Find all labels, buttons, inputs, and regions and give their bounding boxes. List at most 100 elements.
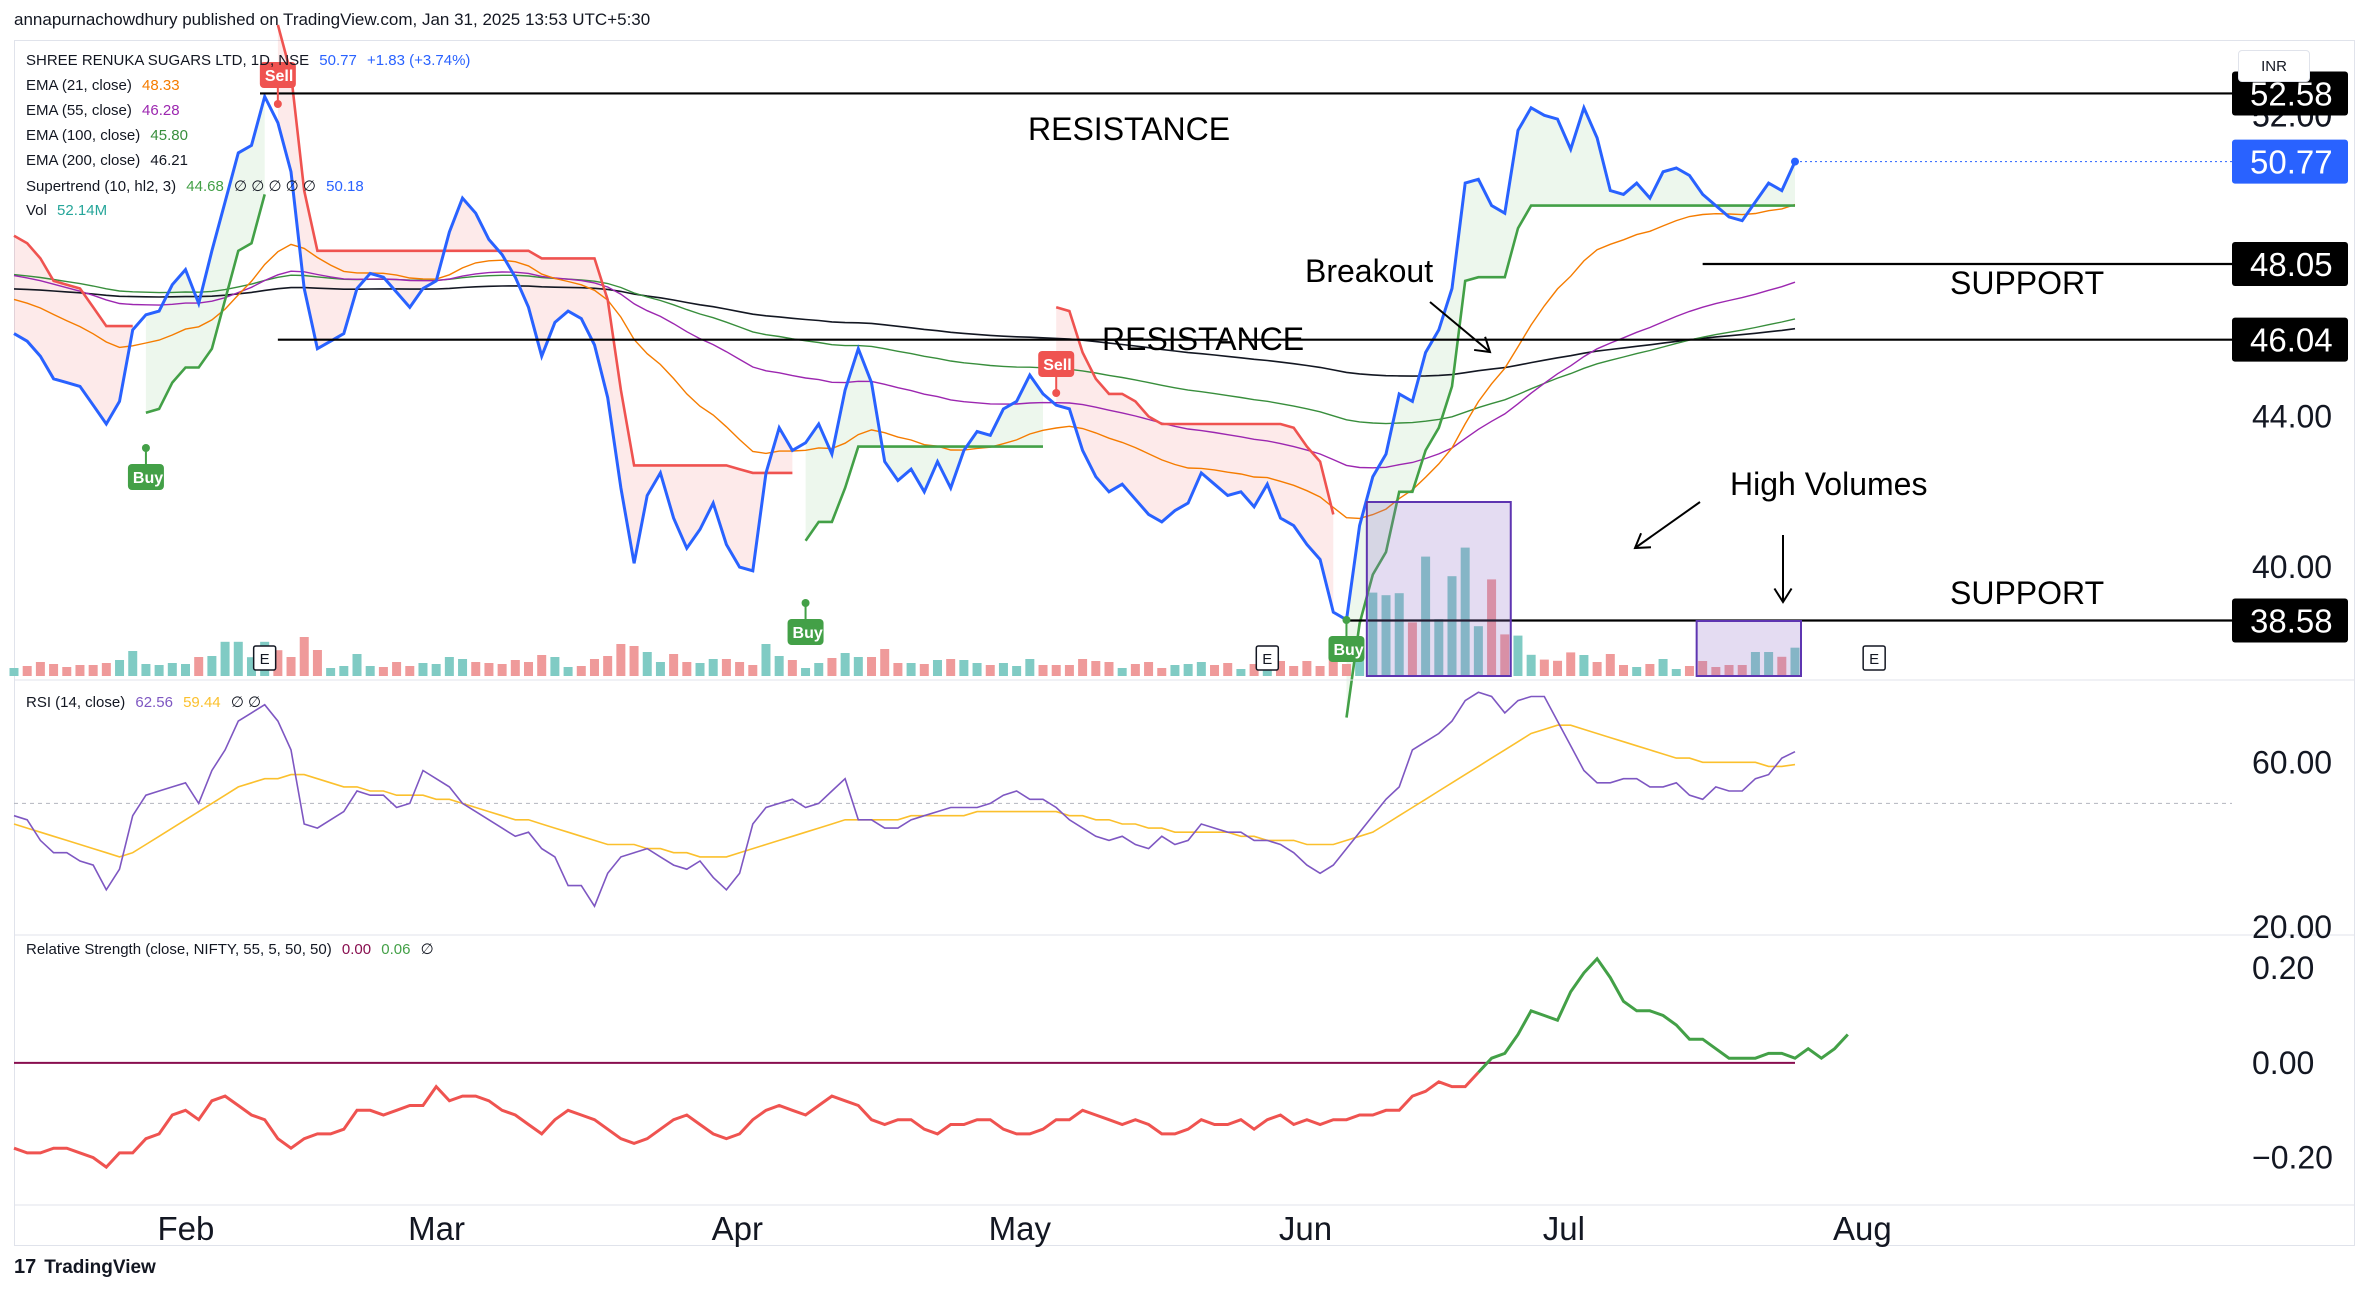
ema200-line xyxy=(13,285,1796,377)
volume-bar xyxy=(669,654,679,676)
currency-button[interactable]: INR xyxy=(2238,50,2310,82)
rs-tick: −0.20 xyxy=(2252,1140,2333,1176)
rs-line-positive xyxy=(1477,956,1849,1074)
volume-bar xyxy=(1750,652,1760,676)
chart-frame xyxy=(14,40,2355,1246)
sell-marker-2-dot xyxy=(1052,389,1061,397)
supertrend-line-2 xyxy=(276,24,793,475)
volume-bar xyxy=(1447,576,1457,676)
legend-ema100-value: 45.80 xyxy=(150,127,188,144)
buy-marker-1-text: Buy xyxy=(133,470,163,487)
legend-supertrend-value1: 44.68 xyxy=(186,178,224,195)
rs-tick: 0.20 xyxy=(2252,950,2314,986)
volume-bar xyxy=(1698,661,1708,676)
buy-marker-3-dot xyxy=(1342,616,1351,624)
volume-bar xyxy=(1381,595,1391,676)
price-tag-label-s1: 48.05 xyxy=(2250,246,2333,283)
volume-bar xyxy=(1566,652,1576,676)
volume-bar xyxy=(1526,654,1536,676)
month-label: Feb xyxy=(158,1210,215,1247)
buy-marker-2-text: Buy xyxy=(793,625,823,642)
volume-bar xyxy=(1737,665,1747,676)
legend-vol[interactable]: Vol 52.14M xyxy=(26,202,113,219)
volume-bar xyxy=(220,641,230,676)
volume-bar xyxy=(484,663,494,676)
legend-ema21-value: 48.33 xyxy=(142,77,180,94)
earnings-marker-text-0: E xyxy=(260,651,270,668)
legend-ema21-label: EMA (21, close) xyxy=(26,77,132,94)
high-volumes-arrow-2-head xyxy=(1773,587,1793,604)
legend-ema200[interactable]: EMA (200, close) 46.21 xyxy=(26,152,194,169)
volume-bar xyxy=(1091,661,1101,676)
month-label: Apr xyxy=(712,1210,763,1247)
volume-bar xyxy=(1487,579,1497,676)
volume-bar xyxy=(1104,662,1114,676)
volume-bar xyxy=(787,660,797,676)
volume-bar xyxy=(115,660,125,676)
volume-bar xyxy=(1618,665,1628,676)
sell-marker-1-badge xyxy=(259,62,296,88)
resistance-label-mid: RESISTANCE xyxy=(1102,321,1304,357)
volume-bar xyxy=(75,665,85,676)
volume-bar xyxy=(1434,619,1444,676)
volume-bar xyxy=(181,664,191,676)
legend-ema21[interactable]: EMA (21, close) 48.33 xyxy=(26,77,186,94)
legend-supertrend[interactable]: Supertrend (10, hl2, 3) 44.68 ∅ ∅ ∅ ∅ ∅ … xyxy=(26,177,370,195)
volume-bar xyxy=(286,657,296,676)
volume-bar xyxy=(1236,669,1246,676)
legend-ema100[interactable]: EMA (100, close) 45.80 xyxy=(26,127,194,144)
volume-bar xyxy=(1473,626,1483,676)
month-label: Aug xyxy=(1833,1210,1892,1247)
volume-bar xyxy=(49,664,59,676)
volume-bar xyxy=(1539,659,1549,676)
volume-bar xyxy=(946,659,956,676)
volume-bar xyxy=(128,651,138,676)
volume-bar xyxy=(761,644,771,676)
month-label: Jul xyxy=(1543,1210,1585,1247)
legend-change: +1.83 (+3.74%) xyxy=(367,52,471,69)
volume-bar xyxy=(998,663,1008,676)
buy-marker-1-badge xyxy=(127,464,164,490)
legend-rsi[interactable]: RSI (14, close) 62.56 59.44 ∅ ∅ xyxy=(26,693,267,711)
volume-bar xyxy=(1328,654,1338,676)
volume-bar xyxy=(207,656,217,676)
volume-bar xyxy=(827,658,837,676)
supertrend-line-0 xyxy=(13,234,133,328)
volume-bar xyxy=(1117,668,1127,676)
supertrend-fill-3 xyxy=(805,348,1043,541)
volume-bar xyxy=(959,660,969,676)
high-volumes-label: High Volumes xyxy=(1730,466,1927,502)
supertrend-line-5 xyxy=(1345,204,1795,718)
volume-bar xyxy=(1064,665,1074,676)
volume-bar xyxy=(1764,652,1774,676)
supertrend-fill-2 xyxy=(277,24,793,571)
high-volume-box-1 xyxy=(1365,501,1512,677)
buy-marker-3-text: Buy xyxy=(1333,642,1363,659)
buy-marker-2-dot xyxy=(801,599,810,607)
legend-rs[interactable]: Relative Strength (close, NIFTY, 55, 5, … xyxy=(26,940,440,958)
volume-bar xyxy=(312,650,322,676)
volume-bar xyxy=(88,665,98,676)
breakout-arrow xyxy=(1429,301,1491,353)
volume-bar xyxy=(1790,647,1800,676)
resistance-label-top: RESISTANCE xyxy=(1028,111,1230,147)
volume-bar xyxy=(801,668,811,676)
tradingview-logo[interactable]: 17 TradingView xyxy=(14,1256,156,1279)
supertrend-line-1 xyxy=(145,194,266,414)
volume-bar xyxy=(1289,666,1299,676)
legend-vol-value: 52.14M xyxy=(57,202,108,219)
legend-supertrend-zeros: ∅ ∅ ∅ ∅ ∅ xyxy=(233,178,316,195)
volume-bar xyxy=(1144,662,1154,676)
volume-bar xyxy=(154,665,164,676)
volume-bar xyxy=(1684,666,1694,676)
volume-bar xyxy=(1394,593,1404,676)
high-volumes-arrow-1-head xyxy=(1633,532,1652,550)
volume-bar xyxy=(1579,655,1589,676)
price-tag-s2 xyxy=(2232,598,2348,643)
legend-symbol[interactable]: SHREE RENUKA SUGARS LTD, 1D, NSE 50.77 +… xyxy=(26,52,476,69)
volume-bar xyxy=(1592,662,1602,676)
volume-bar xyxy=(1421,556,1431,676)
legend-ema55[interactable]: EMA (55, close) 46.28 xyxy=(26,102,186,119)
legend-supertrend-label: Supertrend (10, hl2, 3) xyxy=(26,178,177,195)
